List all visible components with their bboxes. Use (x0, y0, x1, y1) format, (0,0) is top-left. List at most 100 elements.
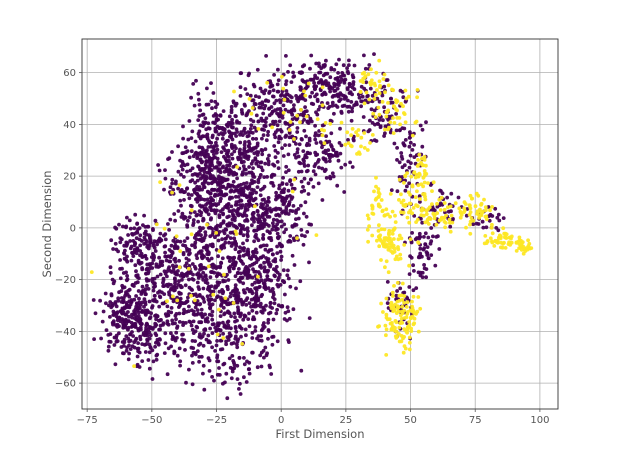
data-point (261, 133, 266, 138)
data-point (251, 98, 256, 103)
data-point (519, 248, 524, 252)
data-point (229, 314, 234, 319)
data-point (231, 179, 236, 184)
data-point (391, 309, 396, 314)
x-tick-label: −25 (206, 415, 227, 426)
data-point (253, 302, 258, 307)
data-point (377, 58, 382, 63)
data-point (361, 76, 366, 81)
data-point (384, 114, 389, 119)
data-point (193, 245, 198, 250)
data-point (283, 199, 288, 204)
data-point (349, 118, 354, 123)
data-point (339, 143, 344, 148)
data-point (125, 345, 129, 350)
data-point (422, 266, 427, 271)
data-point (288, 284, 293, 289)
data-point (279, 136, 283, 141)
data-point (330, 103, 335, 108)
data-point (201, 278, 206, 282)
data-point (250, 131, 255, 135)
data-point (233, 315, 237, 320)
data-point (402, 301, 406, 305)
data-point (333, 103, 338, 108)
data-point (407, 263, 411, 268)
data-point (399, 339, 404, 344)
data-point (428, 241, 433, 246)
data-point (212, 165, 217, 170)
data-point (232, 131, 237, 136)
data-point (247, 139, 251, 144)
data-point (201, 270, 206, 275)
series-0 (91, 52, 506, 401)
data-point (246, 199, 251, 203)
data-point (137, 316, 142, 321)
data-point (284, 205, 289, 209)
data-point (280, 92, 284, 97)
data-point (206, 287, 210, 292)
data-point (253, 145, 258, 150)
data-point (314, 92, 319, 97)
data-point (210, 149, 215, 154)
data-point (194, 197, 199, 201)
data-point (331, 174, 336, 179)
data-point (182, 175, 186, 179)
data-point (181, 252, 186, 257)
data-point (382, 134, 386, 138)
data-point (128, 347, 133, 351)
data-point (468, 231, 473, 236)
data-point (375, 88, 379, 92)
data-point (247, 367, 252, 372)
data-point (283, 120, 288, 125)
x-tick-label: 50 (404, 415, 417, 426)
data-point (488, 208, 492, 213)
data-point (127, 294, 132, 299)
data-point (468, 206, 473, 211)
data-point (115, 325, 120, 329)
data-point (173, 240, 178, 245)
data-point (422, 180, 427, 185)
data-point (217, 230, 222, 234)
data-point (269, 278, 274, 283)
data-point (343, 142, 348, 147)
data-point (264, 98, 268, 103)
data-point (308, 77, 313, 82)
data-point (271, 317, 276, 322)
data-point (167, 292, 172, 297)
data-point (147, 350, 152, 355)
data-point (407, 285, 412, 289)
data-point (122, 252, 127, 256)
data-point (286, 309, 291, 314)
data-point (114, 247, 119, 252)
data-point (225, 396, 230, 401)
data-point (222, 130, 227, 135)
data-point (190, 129, 195, 134)
data-point (163, 168, 167, 173)
data-point (375, 238, 379, 243)
data-point (186, 192, 191, 197)
data-point (407, 272, 412, 276)
data-point (190, 327, 195, 332)
data-point (345, 87, 350, 92)
data-point (136, 289, 141, 293)
data-point (218, 264, 223, 269)
data-point (195, 200, 200, 204)
data-point (199, 152, 203, 157)
data-point (169, 270, 174, 274)
data-point (119, 289, 124, 293)
data-point (324, 79, 328, 83)
data-point (227, 222, 232, 227)
data-point (287, 316, 292, 321)
data-point (449, 191, 454, 196)
data-point (196, 251, 201, 255)
data-point (413, 237, 418, 242)
data-point (362, 101, 367, 106)
data-point (394, 293, 399, 298)
data-point (181, 339, 186, 344)
data-point (317, 70, 321, 75)
data-point (233, 274, 238, 279)
data-point (181, 274, 186, 279)
data-point (421, 213, 426, 218)
data-point (243, 140, 247, 144)
data-point (142, 242, 147, 246)
